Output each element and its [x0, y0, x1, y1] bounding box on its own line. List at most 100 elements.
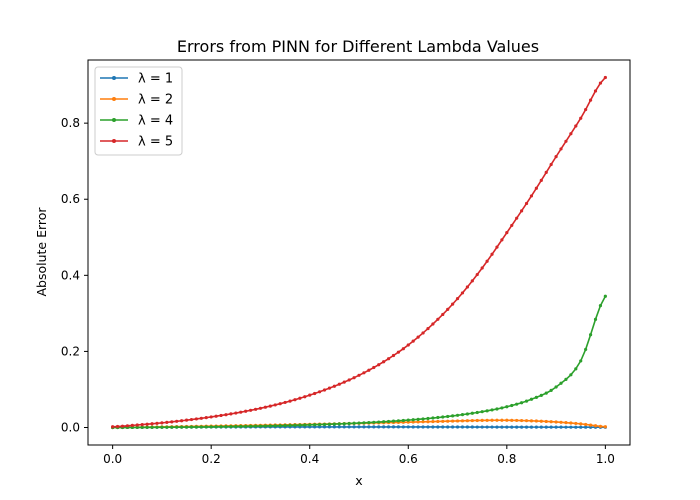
data-point — [539, 425, 543, 429]
data-point — [524, 425, 529, 429]
data-point — [470, 425, 474, 429]
data-point — [175, 419, 179, 423]
data-point — [352, 421, 356, 425]
data-point — [505, 231, 509, 235]
data-point — [574, 425, 578, 429]
data-point — [436, 419, 440, 424]
data-point — [470, 418, 474, 423]
data-point — [327, 386, 332, 390]
data-point — [317, 422, 322, 427]
data-point — [480, 410, 484, 414]
data-point — [155, 425, 159, 429]
data-point — [520, 418, 524, 423]
data-point — [327, 425, 332, 429]
data-point — [362, 421, 366, 425]
data-point — [549, 425, 553, 429]
data-point — [446, 414, 450, 419]
data-point — [386, 419, 391, 424]
data-point — [529, 419, 534, 423]
data-point — [317, 425, 322, 429]
chart-title: Errors from PINN for Different Lambda Va… — [177, 37, 539, 56]
data-point — [554, 385, 558, 389]
data-point — [140, 423, 144, 427]
data-point — [194, 425, 198, 429]
data-point — [441, 425, 445, 429]
data-point — [229, 424, 233, 429]
data-point — [465, 419, 469, 423]
data-point — [308, 393, 312, 397]
data-point — [426, 425, 430, 429]
data-point — [490, 252, 494, 256]
data-point — [436, 317, 440, 321]
data-point — [184, 425, 189, 429]
data-point — [534, 186, 538, 190]
data-point — [544, 419, 548, 424]
data-point — [367, 425, 371, 429]
data-point — [199, 416, 203, 420]
data-point — [510, 223, 514, 228]
data-point — [431, 419, 435, 424]
data-point — [579, 422, 583, 426]
data-point — [382, 425, 386, 429]
data-point — [170, 425, 174, 429]
data-point — [219, 425, 223, 429]
data-point — [495, 407, 499, 411]
data-point — [446, 419, 450, 423]
data-point — [234, 424, 238, 429]
legend-item: λ = 4 — [100, 114, 173, 129]
data-point — [293, 423, 297, 427]
data-point — [145, 422, 149, 426]
data-point — [421, 331, 425, 335]
data-point — [165, 425, 169, 429]
data-point — [377, 363, 381, 367]
data-point — [189, 417, 194, 422]
data-point — [386, 425, 391, 429]
data-point — [431, 425, 435, 429]
data-point — [357, 421, 361, 425]
data-point — [500, 406, 504, 410]
data-point — [426, 416, 430, 421]
data-point — [382, 360, 386, 364]
data-point — [588, 423, 593, 427]
data-point — [115, 424, 120, 429]
data-point — [574, 367, 578, 371]
data-point — [515, 402, 519, 406]
series-layer — [111, 75, 607, 430]
data-point — [539, 393, 543, 397]
data-point — [569, 421, 573, 425]
data-point — [455, 425, 460, 429]
data-point — [554, 425, 558, 429]
data-point — [140, 425, 144, 429]
data-point — [239, 424, 243, 428]
data-point — [549, 162, 553, 167]
data-point — [441, 419, 445, 423]
data-point — [584, 422, 588, 427]
data-point — [357, 373, 361, 377]
data-point — [253, 407, 258, 411]
data-point — [322, 425, 327, 429]
data-point — [411, 339, 415, 343]
data-point — [593, 317, 598, 321]
data-point — [342, 425, 346, 429]
data-point — [411, 425, 415, 429]
data-point — [204, 416, 208, 420]
x-tick-label: 0.2 — [202, 452, 221, 466]
data-point — [337, 425, 341, 429]
data-point — [569, 132, 573, 136]
data-point — [293, 398, 297, 402]
data-point — [189, 425, 194, 429]
data-point — [569, 425, 573, 429]
data-point — [145, 425, 149, 429]
legend-item: λ = 2 — [100, 93, 173, 108]
data-point — [588, 98, 593, 102]
data-point — [554, 155, 558, 159]
data-point — [352, 425, 356, 429]
data-point — [485, 409, 489, 413]
data-point — [480, 418, 484, 422]
data-point — [120, 424, 125, 428]
data-point — [588, 333, 593, 337]
data-point — [362, 371, 366, 375]
data-point — [416, 425, 420, 429]
data-point — [111, 425, 115, 429]
data-point — [258, 406, 263, 410]
